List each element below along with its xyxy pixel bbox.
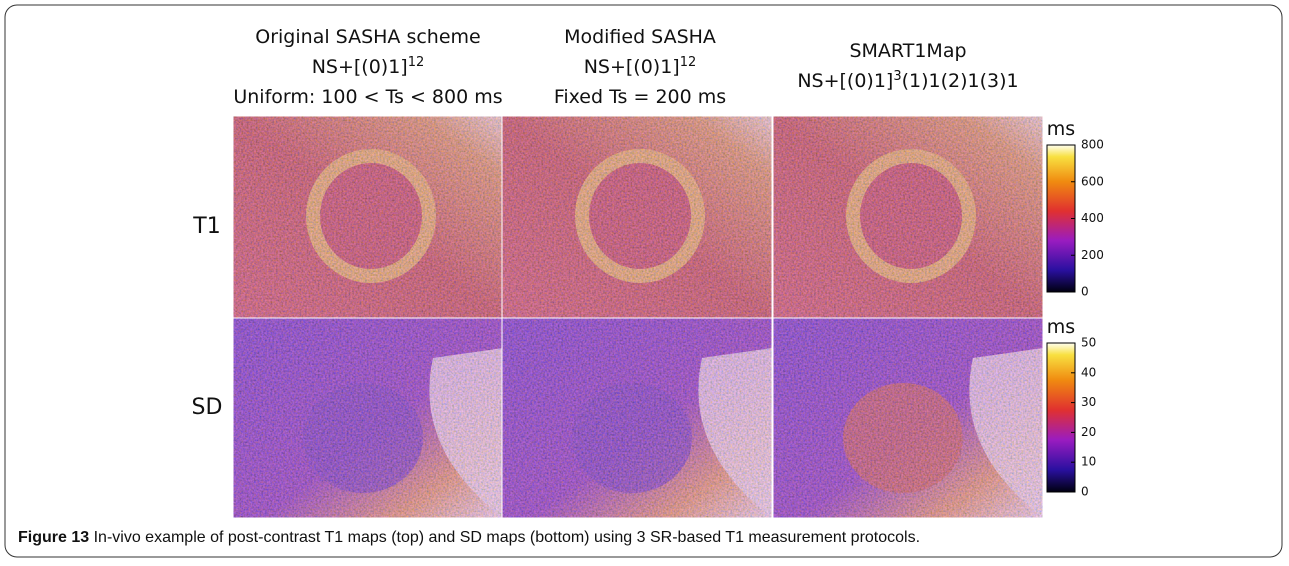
noise-texture	[502, 318, 772, 518]
colorbar-unit: ms	[1047, 118, 1075, 140]
colorbar-tick-label: 800	[1081, 138, 1104, 152]
image-grid	[233, 116, 1043, 518]
column-headers: Original SASHA schemeNS+[(0)1]12Uniform:…	[233, 26, 1018, 108]
row-label: T1	[192, 214, 220, 239]
map-image	[233, 116, 503, 318]
map-image	[773, 318, 1043, 518]
colorbar	[1047, 343, 1075, 492]
map-image	[773, 116, 1043, 318]
caption-text: In-vivo example of post-contrast T1 maps…	[94, 529, 920, 546]
formula-base: NS+[(0)1]	[312, 56, 408, 78]
colorbar-tick-label: 400	[1081, 211, 1104, 225]
map-image	[502, 318, 772, 518]
formula-base: NS+[(0)1]	[797, 70, 893, 92]
colorbar-tick-label: 0	[1081, 485, 1089, 499]
column-header: NS+[(0)1]12	[584, 55, 697, 78]
column-header: NS+[(0)1]12	[312, 55, 425, 78]
noise-texture	[233, 116, 503, 318]
noise-texture	[502, 116, 772, 318]
noise-texture	[773, 116, 1043, 318]
column-header: Uniform: 100 < Ts < 800 ms	[233, 86, 502, 108]
colorbar-tick-label: 0	[1081, 285, 1089, 299]
noise-texture	[233, 318, 503, 518]
column-header: SMART1Map	[849, 40, 966, 62]
colorbar	[1047, 145, 1075, 292]
column-header: Fixed Ts = 200 ms	[554, 86, 726, 108]
formula-superscript: 12	[680, 55, 697, 70]
colorbar-tick-label: 600	[1081, 174, 1104, 188]
colorbar-tick-label: 40	[1081, 365, 1096, 379]
column-header: Original SASHA scheme	[255, 26, 480, 48]
colorbar-unit: ms	[1047, 316, 1075, 338]
caption: Figure 13 In-vivo example of post-contra…	[18, 529, 920, 546]
colorbar-tick-label: 10	[1081, 455, 1096, 469]
column-header: Modified SASHA	[564, 26, 716, 48]
colorbar-tick-label: 200	[1081, 248, 1104, 262]
map-image	[502, 116, 772, 318]
formula-superscript: 12	[408, 55, 425, 70]
caption-label: Figure 13	[18, 529, 89, 546]
colorbar-tick-label: 20	[1081, 425, 1096, 439]
figure: Original SASHA schemeNS+[(0)1]12Uniform:…	[0, 0, 1289, 562]
column-header: NS+[(0)1]3(1)1(2)1(3)1	[797, 69, 1018, 92]
formula-superscript: 3	[893, 69, 901, 84]
map-image	[233, 318, 503, 518]
formula-base: NS+[(0)1]	[584, 56, 680, 78]
colorbar-tick-label: 50	[1081, 336, 1096, 350]
row-label: SD	[192, 395, 223, 420]
noise-texture	[773, 318, 1043, 518]
formula-tail: (1)1(2)1(3)1	[902, 70, 1019, 92]
colorbar-tick-label: 30	[1081, 395, 1096, 409]
